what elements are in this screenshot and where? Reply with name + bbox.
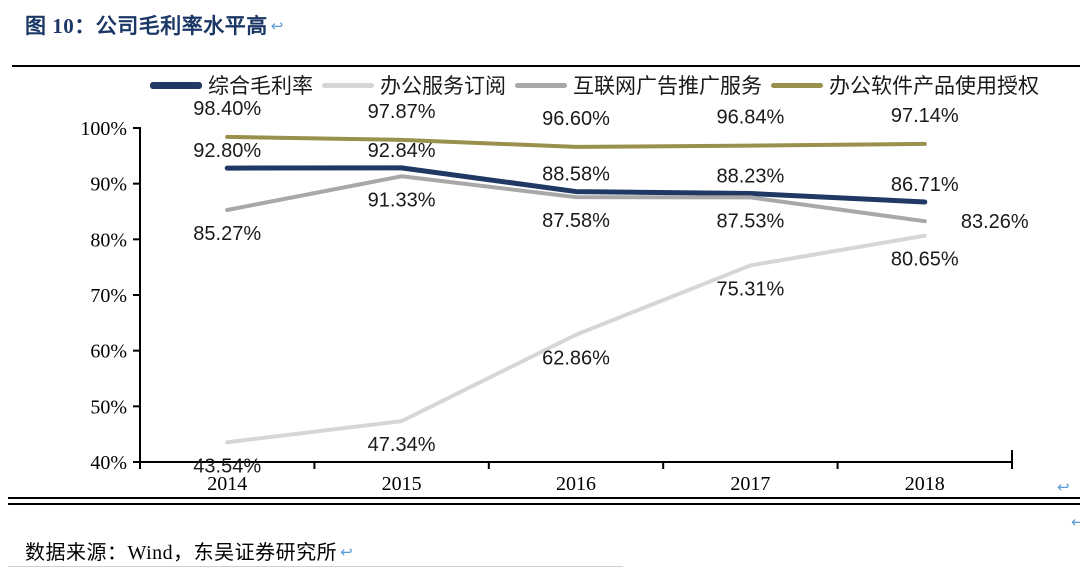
legend-label: 办公服务订阅 xyxy=(380,75,506,98)
legend-item-2: 互联网广告推广服务 xyxy=(515,70,762,100)
return-mark-icon: ↩ xyxy=(1057,478,1070,496)
y-tick-label: 70% xyxy=(90,285,127,307)
y-tick-label: 50% xyxy=(90,396,127,418)
legend-swatch-icon xyxy=(771,82,823,88)
data-label: 87.58% xyxy=(542,210,610,232)
data-label: 92.80% xyxy=(193,140,261,162)
data-label: 97.87% xyxy=(368,101,436,123)
return-mark-icon: ↩ xyxy=(340,543,354,561)
y-tick-label: 40% xyxy=(90,452,127,474)
data-label: 92.84% xyxy=(368,140,436,162)
footer-rule xyxy=(8,566,623,567)
legend-item-1: 办公服务订阅 xyxy=(322,70,506,100)
data-source-caption: 数据来源：Wind，东吴证券研究所 ↩ xyxy=(25,536,353,565)
legend-item-3: 办公软件产品使用授权 xyxy=(771,70,1039,100)
series-line-3 xyxy=(225,134,927,149)
x-category-label: 2016 xyxy=(556,473,596,495)
y-tick-label: 90% xyxy=(90,174,127,196)
series-line-0 xyxy=(224,165,928,205)
data-label: 91.33% xyxy=(368,189,436,211)
series-line-1 xyxy=(225,233,927,445)
data-label: 96.84% xyxy=(716,107,784,129)
figure-title-text: 图 10：公司毛利率水平高 xyxy=(25,14,268,38)
data-label: 88.23% xyxy=(716,166,784,188)
data-label: 62.86% xyxy=(542,348,610,370)
x-category-label: 2018 xyxy=(905,473,945,495)
legend-item-0: 综合毛利率 xyxy=(150,70,313,100)
data-label: 96.60% xyxy=(542,108,610,130)
data-label: 87.53% xyxy=(716,210,784,232)
x-category-label: 2014 xyxy=(207,473,247,495)
legend-label: 互联网广告推广服务 xyxy=(573,75,762,98)
data-label: 83.26% xyxy=(961,211,1029,233)
legend-swatch-icon xyxy=(150,81,202,89)
data-label: 47.34% xyxy=(368,434,436,456)
data-source-text: 数据来源：Wind，东吴证券研究所 xyxy=(25,542,338,564)
x-category-label: 2017 xyxy=(730,473,770,495)
data-label: 97.14% xyxy=(891,105,959,127)
return-mark-icon: ↩ xyxy=(270,17,284,35)
data-label: 43.54% xyxy=(193,455,261,477)
data-label: 75.31% xyxy=(716,278,784,300)
y-tick-label: 80% xyxy=(90,229,127,251)
y-tick-label: 60% xyxy=(90,341,127,363)
x-category-label: 2015 xyxy=(382,473,422,495)
chart-legend: 综合毛利率 办公服务订阅 互联网广告推广服务 办公软件产品使用授权 xyxy=(150,70,1039,100)
legend-label: 办公软件产品使用授权 xyxy=(829,75,1039,98)
legend-label: 综合毛利率 xyxy=(208,75,313,98)
series-line-2 xyxy=(225,174,927,224)
y-tick-label: 100% xyxy=(80,118,127,140)
data-label: 86.71% xyxy=(891,174,959,196)
return-mark-icon: ↩ xyxy=(1071,513,1080,531)
data-label: 85.27% xyxy=(193,223,261,245)
data-label: 88.58% xyxy=(542,164,610,186)
data-label: 80.65% xyxy=(891,249,959,271)
double-bottom-rule xyxy=(8,497,1080,505)
figure-title: 图 10：公司毛利率水平高 ↩ xyxy=(25,10,284,40)
data-label: 98.40% xyxy=(193,98,261,120)
legend-swatch-icon xyxy=(322,82,374,88)
top-rule xyxy=(12,65,1080,67)
legend-swatch-icon xyxy=(515,82,567,88)
